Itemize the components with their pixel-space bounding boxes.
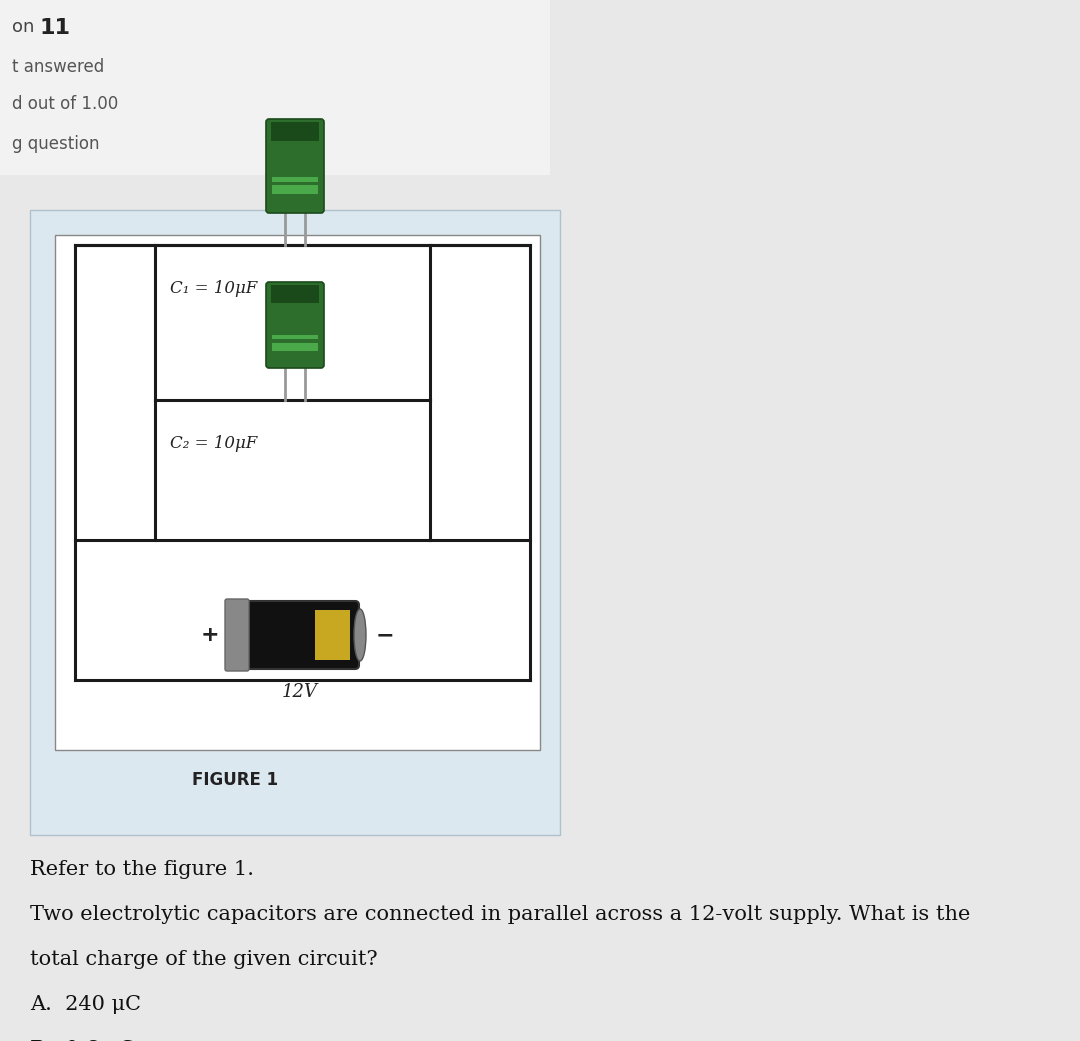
Text: A.  240 μC: A. 240 μC (30, 995, 141, 1014)
Bar (272, 177, 318, 182)
FancyBboxPatch shape (266, 282, 324, 369)
Text: total charge of the given circuit?: total charge of the given circuit? (30, 950, 378, 969)
Bar (272, 342, 318, 351)
Text: C₁ = 10μF: C₁ = 10μF (170, 280, 257, 297)
Ellipse shape (354, 609, 366, 661)
Text: Refer to the figure 1.: Refer to the figure 1. (30, 860, 254, 879)
Text: d out of 1.00: d out of 1.00 (12, 95, 118, 113)
Bar (0, 0, 550, 175)
Bar (55, 235, 540, 750)
Bar (272, 334, 318, 339)
Text: +: + (201, 625, 219, 645)
Text: on: on (12, 18, 40, 36)
FancyBboxPatch shape (241, 601, 359, 669)
Text: FIGURE 1: FIGURE 1 (192, 771, 278, 789)
FancyBboxPatch shape (225, 599, 249, 671)
Text: −: − (376, 625, 394, 645)
Bar (30, 210, 561, 835)
Bar (272, 185, 318, 195)
Text: C₂ = 10μF: C₂ = 10μF (170, 435, 257, 452)
Text: 12V: 12V (282, 683, 318, 701)
Bar (271, 285, 319, 303)
Text: Two electrolytic capacitors are connected in parallel across a 12-volt supply. W: Two electrolytic capacitors are connecte… (30, 905, 970, 924)
Bar (271, 122, 319, 142)
Bar (315, 610, 350, 660)
Text: t answered: t answered (12, 58, 105, 76)
Text: g question: g question (12, 135, 99, 153)
FancyBboxPatch shape (266, 119, 324, 213)
Text: 11: 11 (40, 18, 71, 39)
